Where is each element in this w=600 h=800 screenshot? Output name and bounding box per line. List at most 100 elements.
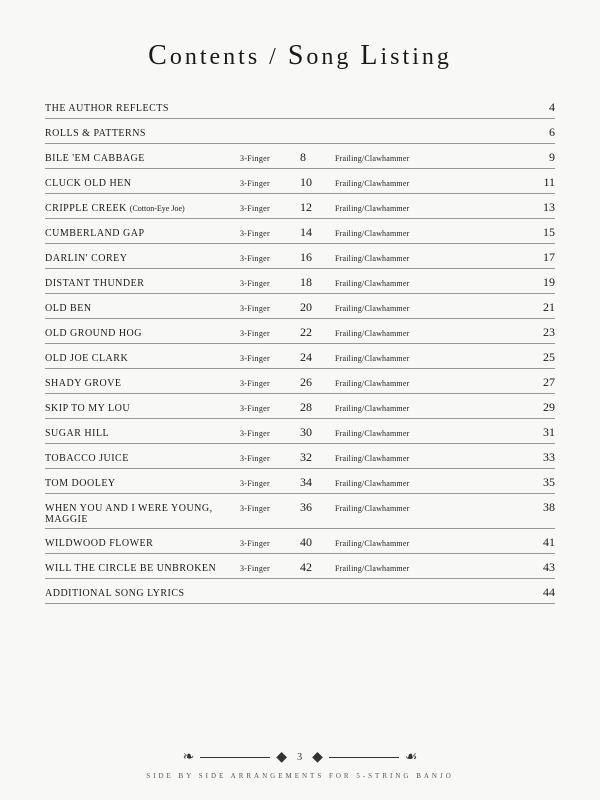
style-b-page: 38: [450, 500, 555, 515]
song-title: SHADY GROVE: [45, 378, 240, 389]
style-b-page: 13: [450, 200, 555, 215]
song-row: WILDWOOD FLOWER3-Finger40Frailing/Clawha…: [45, 529, 555, 554]
song-row: WILL THE CIRCLE BE UNBROKEN3-Finger42Fra…: [45, 554, 555, 579]
song-title: TOBACCO JUICE: [45, 453, 240, 464]
style-a-label: 3-Finger: [240, 404, 300, 413]
style-b-label: Frailing/Clawhammer: [335, 479, 450, 488]
toc-page: 6: [549, 125, 555, 140]
style-a-page: 42: [300, 560, 335, 575]
song-title: WILDWOOD FLOWER: [45, 538, 240, 549]
toc-row: THE AUTHOR REFLECTS4: [45, 94, 555, 119]
style-b-page: 19: [450, 275, 555, 290]
style-a-page: 16: [300, 250, 335, 265]
style-a-label: 3-Finger: [240, 504, 300, 513]
song-title: WHEN YOU AND I WERE YOUNG, MAGGIE: [45, 503, 240, 525]
page-title: Contents / Song Listing: [45, 40, 555, 72]
toc-title: THE AUTHOR REFLECTS: [45, 103, 549, 114]
style-b-page: 17: [450, 250, 555, 265]
style-a-page: 40: [300, 535, 335, 550]
style-b-label: Frailing/Clawhammer: [335, 229, 450, 238]
style-a-page: 8: [300, 150, 335, 165]
style-b-page: 29: [450, 400, 555, 415]
style-a-page: 18: [300, 275, 335, 290]
style-a-label: 3-Finger: [240, 254, 300, 263]
toc-row: ROLLS & PATTERNS6: [45, 119, 555, 144]
song-row: TOM DOOLEY3-Finger34Frailing/Clawhammer3…: [45, 469, 555, 494]
style-a-label: 3-Finger: [240, 539, 300, 548]
style-b-label: Frailing/Clawhammer: [335, 279, 450, 288]
song-title: SKIP TO MY LOU: [45, 403, 240, 414]
style-b-label: Frailing/Clawhammer: [335, 304, 450, 313]
style-b-label: Frailing/Clawhammer: [335, 204, 450, 213]
style-a-page: 30: [300, 425, 335, 440]
song-row: WHEN YOU AND I WERE YOUNG, MAGGIE3-Finge…: [45, 494, 555, 529]
style-b-label: Frailing/Clawhammer: [335, 564, 450, 573]
style-a-page: 32: [300, 450, 335, 465]
style-b-label: Frailing/Clawhammer: [335, 454, 450, 463]
toc-page: 4: [549, 100, 555, 115]
style-a-label: 3-Finger: [240, 204, 300, 213]
style-a-page: 34: [300, 475, 335, 490]
style-a-page: 22: [300, 325, 335, 340]
song-title: DISTANT THUNDER: [45, 278, 240, 289]
style-b-page: 41: [450, 535, 555, 550]
style-b-page: 27: [450, 375, 555, 390]
style-b-page: 9: [450, 150, 555, 165]
song-row: OLD BEN3-Finger20Frailing/Clawhammer21: [45, 294, 555, 319]
style-b-label: Frailing/Clawhammer: [335, 354, 450, 363]
style-a-label: 3-Finger: [240, 429, 300, 438]
song-row: SHADY GROVE3-Finger26Frailing/Clawhammer…: [45, 369, 555, 394]
song-title: OLD BEN: [45, 303, 240, 314]
toc-title: ROLLS & PATTERNS: [45, 128, 549, 139]
song-row: OLD GROUND HOG3-Finger22Frailing/Clawham…: [45, 319, 555, 344]
song-title: CUMBERLAND GAP: [45, 228, 240, 239]
song-row: CUMBERLAND GAP3-Finger14Frailing/Clawham…: [45, 219, 555, 244]
style-a-page: 14: [300, 225, 335, 240]
song-row: SUGAR HILL3-Finger30Frailing/Clawhammer3…: [45, 419, 555, 444]
contents-table: THE AUTHOR REFLECTS4ROLLS & PATTERNS6BIL…: [45, 94, 555, 604]
song-row: OLD JOE CLARK3-Finger24Frailing/Clawhamm…: [45, 344, 555, 369]
style-b-label: Frailing/Clawhammer: [335, 504, 450, 513]
style-b-page: 25: [450, 350, 555, 365]
style-a-label: 3-Finger: [240, 179, 300, 188]
song-title: BILE 'EM CABBAGE: [45, 153, 240, 164]
style-a-label: 3-Finger: [240, 479, 300, 488]
style-b-label: Frailing/Clawhammer: [335, 404, 450, 413]
style-b-label: Frailing/Clawhammer: [335, 379, 450, 388]
song-row: TOBACCO JUICE3-Finger32Frailing/Clawhamm…: [45, 444, 555, 469]
song-title: OLD JOE CLARK: [45, 353, 240, 364]
song-row: CLUCK OLD HEN3-Finger10Frailing/Clawhamm…: [45, 169, 555, 194]
style-a-label: 3-Finger: [240, 279, 300, 288]
style-a-page: 10: [300, 175, 335, 190]
page-footer: ❧◆ 3 ◆☙ Side By Side Arrangements for 5-…: [0, 749, 600, 780]
song-title: DARLIN' COREY: [45, 253, 240, 264]
toc-title: ADDITIONAL SONG LYRICS: [45, 588, 543, 599]
song-row: DISTANT THUNDER3-Finger18Frailing/Clawha…: [45, 269, 555, 294]
song-title: TOM DOOLEY: [45, 478, 240, 489]
book-title: Side By Side Arrangements for 5-String B…: [0, 772, 600, 780]
style-b-label: Frailing/Clawhammer: [335, 329, 450, 338]
song-title: OLD GROUND HOG: [45, 328, 240, 339]
style-b-page: 35: [450, 475, 555, 490]
page-number: 3: [293, 752, 306, 763]
song-title: CLUCK OLD HEN: [45, 178, 240, 189]
style-b-label: Frailing/Clawhammer: [335, 254, 450, 263]
song-title: CRIPPLE CREEK (Cotton-Eye Joe): [45, 203, 240, 214]
style-b-page: 31: [450, 425, 555, 440]
style-a-label: 3-Finger: [240, 454, 300, 463]
song-row: CRIPPLE CREEK (Cotton-Eye Joe)3-Finger12…: [45, 194, 555, 219]
style-a-page: 26: [300, 375, 335, 390]
song-row: BILE 'EM CABBAGE3-Finger8Frailing/Clawha…: [45, 144, 555, 169]
song-title: WILL THE CIRCLE BE UNBROKEN: [45, 563, 240, 574]
style-a-label: 3-Finger: [240, 329, 300, 338]
style-a-label: 3-Finger: [240, 229, 300, 238]
style-a-page: 20: [300, 300, 335, 315]
style-b-page: 43: [450, 560, 555, 575]
style-a-page: 28: [300, 400, 335, 415]
style-b-page: 11: [450, 175, 555, 190]
style-a-label: 3-Finger: [240, 304, 300, 313]
song-row: SKIP TO MY LOU3-Finger28Frailing/Clawham…: [45, 394, 555, 419]
toc-page: 44: [543, 585, 555, 600]
style-b-label: Frailing/Clawhammer: [335, 179, 450, 188]
style-a-page: 12: [300, 200, 335, 215]
